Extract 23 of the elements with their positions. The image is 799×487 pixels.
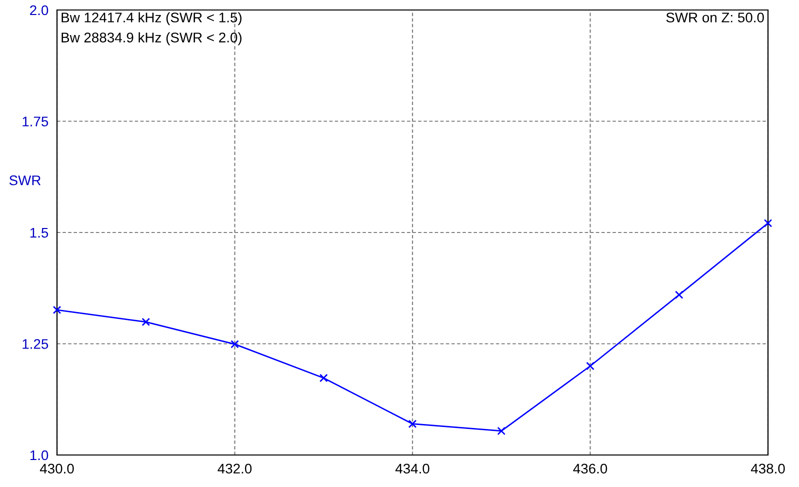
- point: [674, 290, 684, 299]
- x-tick-label: 434.0: [395, 464, 430, 474]
- y-tick-label: 1.25: [22, 339, 48, 349]
- y-tick-label: 1.75: [22, 116, 48, 126]
- point: [142, 318, 150, 326]
- point: [319, 374, 328, 382]
- point: [497, 426, 506, 436]
- y-axis-title: SWR: [9, 175, 41, 186]
- point: [52, 306, 62, 314]
- point: [586, 362, 594, 370]
- y-tick-label: 1.0: [30, 450, 48, 460]
- point: [408, 420, 417, 428]
- annotation: SWR on Z: 50.0: [666, 12, 764, 22]
- annotation: Bw 12417.4 kHz (SWR < 1.5): [62, 12, 242, 26]
- x-tick-label: 430.0: [40, 464, 74, 474]
- x-tick-label: 432.0: [218, 464, 252, 474]
- annotation: Bw 28834.9 kHz (SWR < 2.0): [62, 32, 242, 46]
- point: [230, 340, 239, 348]
- y-tick-label: 2.0: [30, 5, 48, 16]
- y-tick-label: 1.5: [30, 228, 48, 238]
- x-tick-label: 436.0: [573, 464, 608, 474]
- point: [764, 218, 772, 228]
- x-tick-label: 438.0: [750, 464, 785, 474]
